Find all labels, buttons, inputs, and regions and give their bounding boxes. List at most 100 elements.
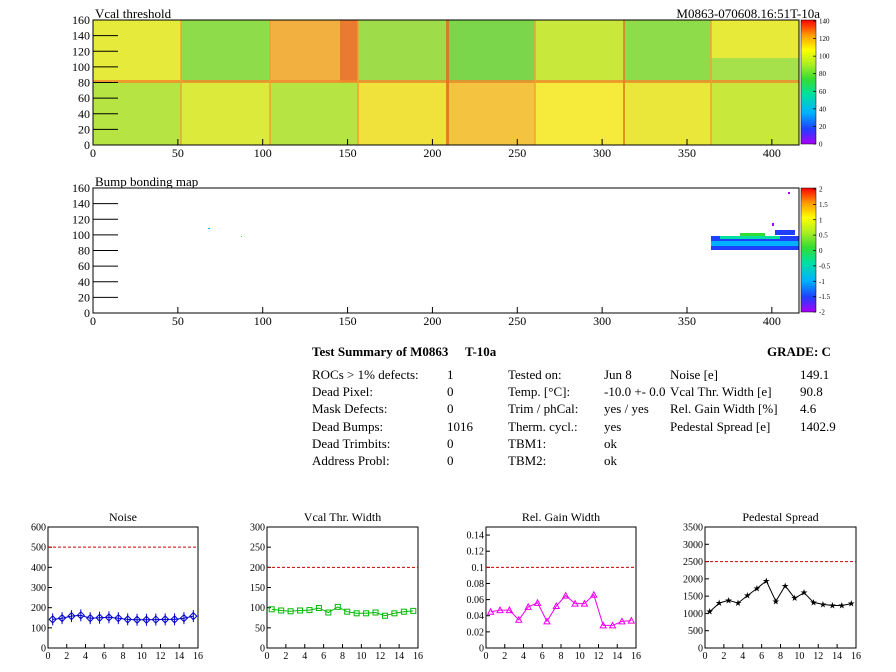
chart-1: Vcal Thr. Width 0 50 100 150 200 250 300 0 2 4 6 8 10… <box>250 510 423 662</box>
bump-map-title: Bump bonding map <box>95 174 198 189</box>
summary-value: 149.1 <box>800 367 830 382</box>
x-tick-label: 8 <box>778 651 783 662</box>
data-point <box>543 617 551 625</box>
y-tick-label: 0 <box>260 644 265 655</box>
x-tick-label: 250 <box>508 314 526 328</box>
x-tick-label: 350 <box>678 146 696 160</box>
y-tick-label: 160 <box>72 181 90 195</box>
data-point <box>391 610 398 617</box>
y-tick-label: 100 <box>250 603 265 614</box>
z-tick-label: 40 <box>819 105 827 113</box>
summary-value: yes <box>604 418 622 434</box>
data-point <box>287 608 294 615</box>
series-line <box>490 593 632 626</box>
series-line <box>271 606 414 617</box>
summary-value: ok <box>604 435 617 451</box>
data-point <box>344 608 351 615</box>
summary-value: 0 <box>447 453 454 468</box>
data-point: ★ <box>791 593 799 603</box>
summary-value: 0 <box>447 401 454 417</box>
x-tick-label: 0 <box>265 651 270 662</box>
z-tick-label: 120 <box>819 35 830 43</box>
summary-label: Trim / phCal: <box>508 401 579 417</box>
y-tick-label: 100 <box>72 60 90 74</box>
x-tick-label: 200 <box>423 314 441 328</box>
x-tick-label: 16 <box>193 651 203 662</box>
x-tick-label: 6 <box>759 651 764 662</box>
z-tick-label: 1.5 <box>819 201 828 209</box>
x-tick-label: 100 <box>254 314 272 328</box>
y-tick-label: 120 <box>72 212 90 226</box>
z-tick-label: 2 <box>819 186 823 194</box>
chart-0: Noise 0 100 200 300 400 500 600 0 2 4 6 8 10 12 14 16 <box>31 510 203 662</box>
x-tick-label: 10 <box>356 651 366 662</box>
summary-label: Pedestal Spread [e] <box>670 418 771 434</box>
y-tick-label: 60 <box>78 259 90 273</box>
summary-label: TBM1: <box>508 435 547 451</box>
summary-value: 1 <box>447 367 454 382</box>
x-tick-label: 50 <box>172 314 184 328</box>
x-tick-label: 6 <box>540 651 545 662</box>
y-tick-label: 500 <box>31 543 46 554</box>
summary-label: Dead Bumps: <box>312 418 384 434</box>
x-tick-label: 2 <box>502 651 507 662</box>
x-tick-label: 2 <box>721 651 726 662</box>
summary-value: 1402.9 <box>800 418 836 434</box>
x-tick-label: 4 <box>83 651 88 662</box>
vcal-map-title: Vcal threshold <box>95 6 172 21</box>
x-tick-label: 4 <box>740 651 745 662</box>
vcal-threshold-map: Vcal threshold M0863-070608.16:51T-10a <box>72 6 830 160</box>
y-tick-label: 500 <box>688 626 703 637</box>
x-tick-label: 8 <box>559 651 564 662</box>
x-tick-label: 250 <box>508 146 526 160</box>
y-tick-label: 100 <box>31 623 46 634</box>
y-tick-label: 200 <box>250 563 265 574</box>
y-tick-label: 50 <box>255 623 265 634</box>
data-point: ★ <box>725 595 733 605</box>
bump-heatmap-area <box>93 188 799 313</box>
y-tick-label: 1500 <box>683 592 703 603</box>
data-point <box>372 609 379 616</box>
x-tick-label: 10 <box>575 651 585 662</box>
y-tick-label: 0 <box>41 644 46 655</box>
y-tick-label: 160 <box>72 13 90 27</box>
y-tick-label: 300 <box>31 583 46 594</box>
y-tick-label: 40 <box>78 275 90 289</box>
summary-value: 90.8 <box>800 384 823 400</box>
x-tick-label: 10 <box>137 651 147 662</box>
summary-value: Jun 8 <box>604 367 632 382</box>
x-tick-label: 6 <box>321 651 326 662</box>
x-tick-label: 0 <box>703 651 708 662</box>
z-tick-label: 100 <box>819 53 830 61</box>
data-point <box>533 598 542 606</box>
y-tick-label: 1000 <box>683 609 703 620</box>
x-tick-label: 2 <box>64 651 69 662</box>
x-tick-label: 10 <box>794 651 804 662</box>
summary-label: Mask Defects: <box>312 401 388 417</box>
chart-title: Pedestal Spread <box>742 510 818 524</box>
x-tick-label: 16 <box>631 651 641 662</box>
data-point <box>381 612 388 619</box>
series-line <box>709 580 852 613</box>
x-tick-label: 4 <box>302 651 307 662</box>
z-tick-label: -0.5 <box>819 262 831 270</box>
y-tick-label: 60 <box>78 91 90 105</box>
data-point: ★ <box>753 584 761 594</box>
data-point: ★ <box>838 600 846 610</box>
chart-frame <box>47 526 199 649</box>
data-point: ★ <box>734 598 742 608</box>
data-point <box>514 615 523 623</box>
data-point: ★ <box>819 599 827 609</box>
y-tick-label: 0.14 <box>467 531 485 542</box>
grade-label: GRADE: C <box>767 344 831 359</box>
z-tick-label: -1.5 <box>819 293 831 301</box>
chart-3: Pedestal Spread 0 500 1000 1500 2000 2500 3000 3… <box>683 510 861 662</box>
vcal-heatmap-area <box>93 20 799 145</box>
data-point <box>552 602 561 610</box>
summary-label: Noise [e] <box>670 367 719 382</box>
x-tick-label: 14 <box>832 651 842 662</box>
y-tick-label: 150 <box>250 583 265 594</box>
data-point <box>334 603 341 610</box>
data-point <box>278 607 285 614</box>
